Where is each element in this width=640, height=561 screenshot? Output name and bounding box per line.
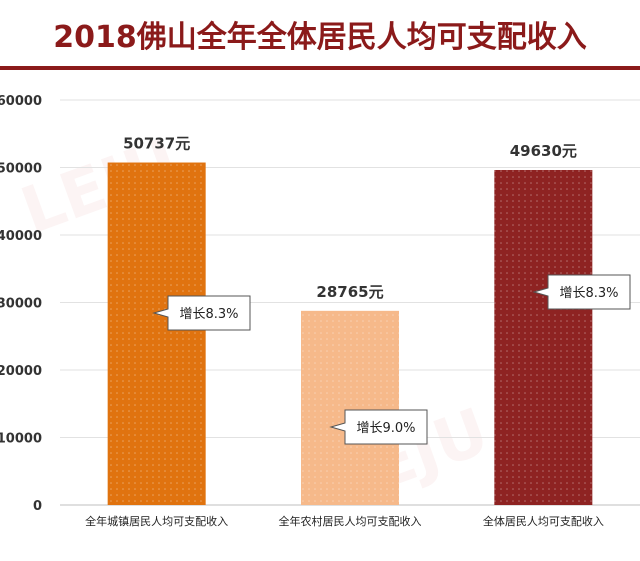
y-tick-label: 0	[33, 499, 42, 514]
growth-label: 增长8.3%	[179, 307, 238, 322]
bar-texture	[107, 162, 206, 505]
bar-texture	[301, 310, 399, 505]
data-label: 28765元	[316, 283, 383, 301]
y-tick-label: 30000	[0, 297, 42, 312]
title-divider	[0, 66, 640, 70]
y-tick-label: 40000	[0, 229, 42, 244]
x-tick-label: 全体居民人均可支配收入	[483, 514, 604, 528]
y-tick-label: 20000	[0, 364, 42, 379]
x-axis: 全年城镇居民人均可支配收入 全年农村居民人均可支配收入 全体居民人均可支配收入	[85, 514, 604, 528]
y-tick-label: 60000	[0, 94, 42, 109]
x-tick-label: 全年城镇居民人均可支配收入	[85, 514, 228, 528]
growth-label: 增长9.0%	[356, 421, 415, 436]
callout-bubble	[532, 274, 631, 310]
growth-label: 增长8.3%	[559, 286, 618, 301]
growth-callouts: 增长8.3% 增长9.0% 增长8.3%	[152, 274, 631, 445]
growth-callout: 增长9.0%	[329, 409, 428, 445]
x-tick-label: 全年农村居民人均可支配收入	[279, 514, 422, 528]
growth-callout: 增长8.3%	[152, 295, 251, 331]
title-bar: 2018佛山全年全体居民人均可支配收入	[0, 0, 640, 78]
bars: 50737元 28765元 49630元	[107, 135, 593, 505]
y-tick-label: 10000	[0, 432, 42, 447]
page-title: 2018佛山全年全体居民人均可支配收入	[53, 20, 587, 55]
bar-texture	[494, 169, 593, 505]
data-label: 50737元	[123, 135, 190, 153]
data-label: 49630元	[510, 142, 577, 160]
y-tick-label: 50000	[0, 162, 42, 177]
callout-bubble	[152, 295, 251, 331]
y-axis: 0 10000 20000 30000 40000 50000 60000	[0, 94, 42, 514]
growth-callout: 增长8.3%	[532, 274, 631, 310]
callout-bubble	[329, 409, 428, 445]
bar-chart: 0 10000 20000 30000 40000 50000 60000 50737元 28…	[0, 94, 640, 528]
